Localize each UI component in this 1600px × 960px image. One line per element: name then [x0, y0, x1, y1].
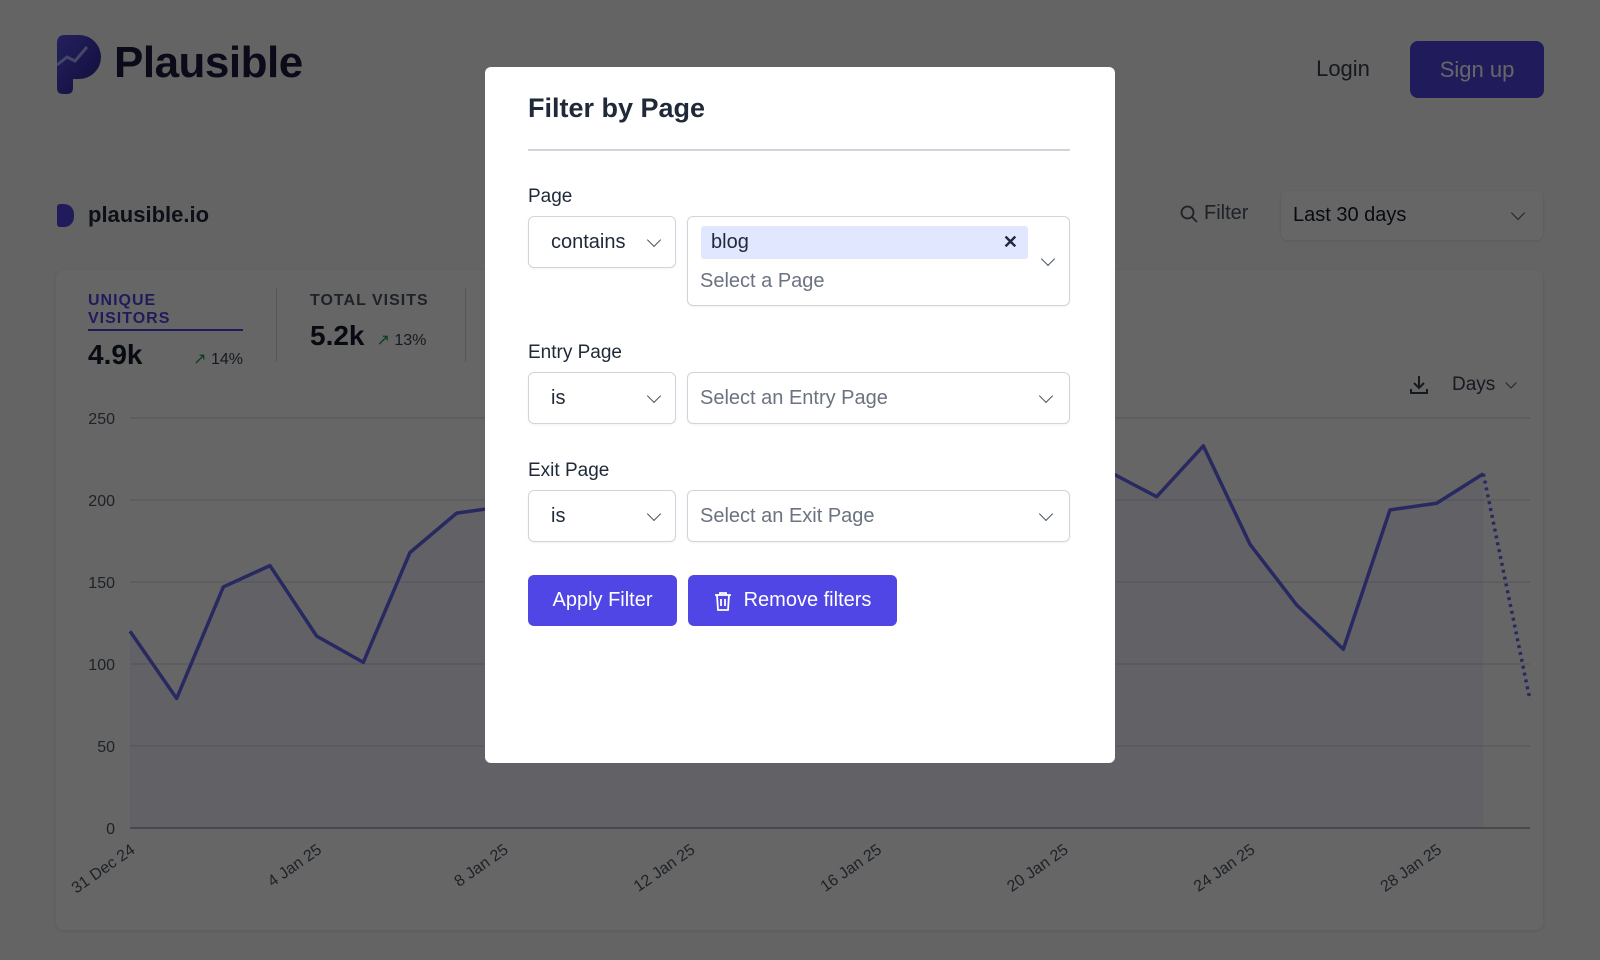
x-tick-label: 8 Jan 25: [452, 841, 512, 890]
remove-filters-button[interactable]: Remove filters: [688, 575, 897, 626]
chevron-down-icon: [1040, 251, 1056, 267]
site-favicon-icon: [57, 204, 74, 227]
arrow-up-right-icon: ↗: [193, 351, 207, 368]
exit-page-select[interactable]: Select an Exit Page: [687, 490, 1070, 542]
download-icon[interactable]: [1408, 374, 1430, 396]
page-label: Page: [528, 186, 573, 207]
operator-value: is: [551, 504, 566, 527]
y-tick-label: 100: [88, 657, 115, 674]
filter-button[interactable]: Filter: [1180, 202, 1248, 225]
x-tick-label: 20 Jan 25: [1004, 841, 1071, 895]
stat-unique-visitors[interactable]: UNIQUE VISITORS 4.9k ↗ 14%: [88, 292, 243, 371]
series-line-incomplete: [1481, 473, 1532, 701]
x-tick-label: 24 Jan 25: [1191, 841, 1258, 895]
page-input[interactable]: Select a Page: [700, 270, 825, 292]
y-tick-label: 250: [88, 411, 115, 428]
x-tick-label: 4 Jan 25: [265, 841, 325, 890]
exit-page-input[interactable]: Select an Exit Page: [700, 504, 875, 527]
filter-label: Filter: [1204, 202, 1249, 224]
y-tick-label: 50: [97, 739, 115, 756]
login-link[interactable]: Login: [1316, 56, 1370, 81]
operator-value: is: [551, 386, 566, 409]
stat-change: 13%: [394, 332, 427, 349]
x-tick-label: 28 Jan 25: [1378, 841, 1445, 895]
tag-label: blog: [711, 231, 749, 253]
chevron-down-icon: [646, 232, 662, 247]
period-label: Last 30 days: [1293, 204, 1407, 226]
plausible-logo-icon[interactable]: [56, 35, 101, 94]
stat-total-visits[interactable]: TOTAL VISITS 5.2k ↗ 13%: [310, 292, 440, 352]
stat-change: 14%: [210, 351, 243, 368]
arrow-up-right-icon: ↗: [376, 332, 390, 349]
chevron-down-icon: [646, 506, 662, 521]
y-tick-label: 0: [106, 821, 115, 838]
chevron-down-icon: [1038, 388, 1054, 403]
interval-label: Days: [1452, 374, 1496, 395]
filter-modal: Filter by Page Page contains blog ✕ Sele…: [485, 67, 1115, 763]
divider: [276, 288, 277, 362]
selected-tag: blog ✕: [701, 226, 1028, 259]
trash-icon: [714, 591, 731, 611]
divider: [528, 149, 1070, 151]
signup-button[interactable]: Sign up: [1410, 41, 1544, 98]
entry-page-label: Entry Page: [528, 342, 622, 363]
divider: [465, 288, 466, 362]
chevron-down-icon: [1038, 506, 1054, 521]
stat-label: TOTAL VISITS: [310, 292, 429, 309]
x-tick-label: 16 Jan 25: [818, 841, 885, 895]
site-domain[interactable]: plausible.io: [88, 202, 210, 227]
y-tick-label: 200: [88, 493, 115, 510]
page-value-select[interactable]: blog ✕ Select a Page: [687, 216, 1070, 306]
entry-operator-select[interactable]: is: [528, 372, 676, 424]
exit-operator-select[interactable]: is: [528, 490, 676, 542]
stat-label: UNIQUE VISITORS: [88, 292, 243, 331]
period-select[interactable]: Last 30 days: [1281, 191, 1543, 240]
entry-page-select[interactable]: Select an Entry Page: [687, 372, 1070, 424]
close-icon[interactable]: ✕: [1002, 232, 1018, 252]
operator-value: contains: [551, 230, 626, 253]
stat-value: 4.9k: [88, 339, 143, 370]
exit-page-label: Exit Page: [528, 460, 610, 481]
entry-page-input[interactable]: Select an Entry Page: [700, 386, 888, 409]
chevron-down-icon: [646, 388, 662, 403]
search-icon: [1180, 205, 1198, 223]
apply-filter-button[interactable]: Apply Filter: [528, 575, 677, 626]
remove-filters-label: Remove filters: [743, 589, 872, 611]
brand-name[interactable]: Plausible: [114, 38, 303, 87]
page-operator-select[interactable]: contains: [528, 216, 676, 268]
x-tick-label: 31 Dec 24: [69, 841, 139, 897]
y-tick-label: 150: [88, 575, 115, 592]
stat-value: 5.2k: [310, 320, 365, 351]
x-tick-label: 12 Jan 25: [631, 841, 698, 895]
modal-title: Filter by Page: [528, 93, 706, 123]
interval-select[interactable]: Days: [1452, 374, 1517, 396]
